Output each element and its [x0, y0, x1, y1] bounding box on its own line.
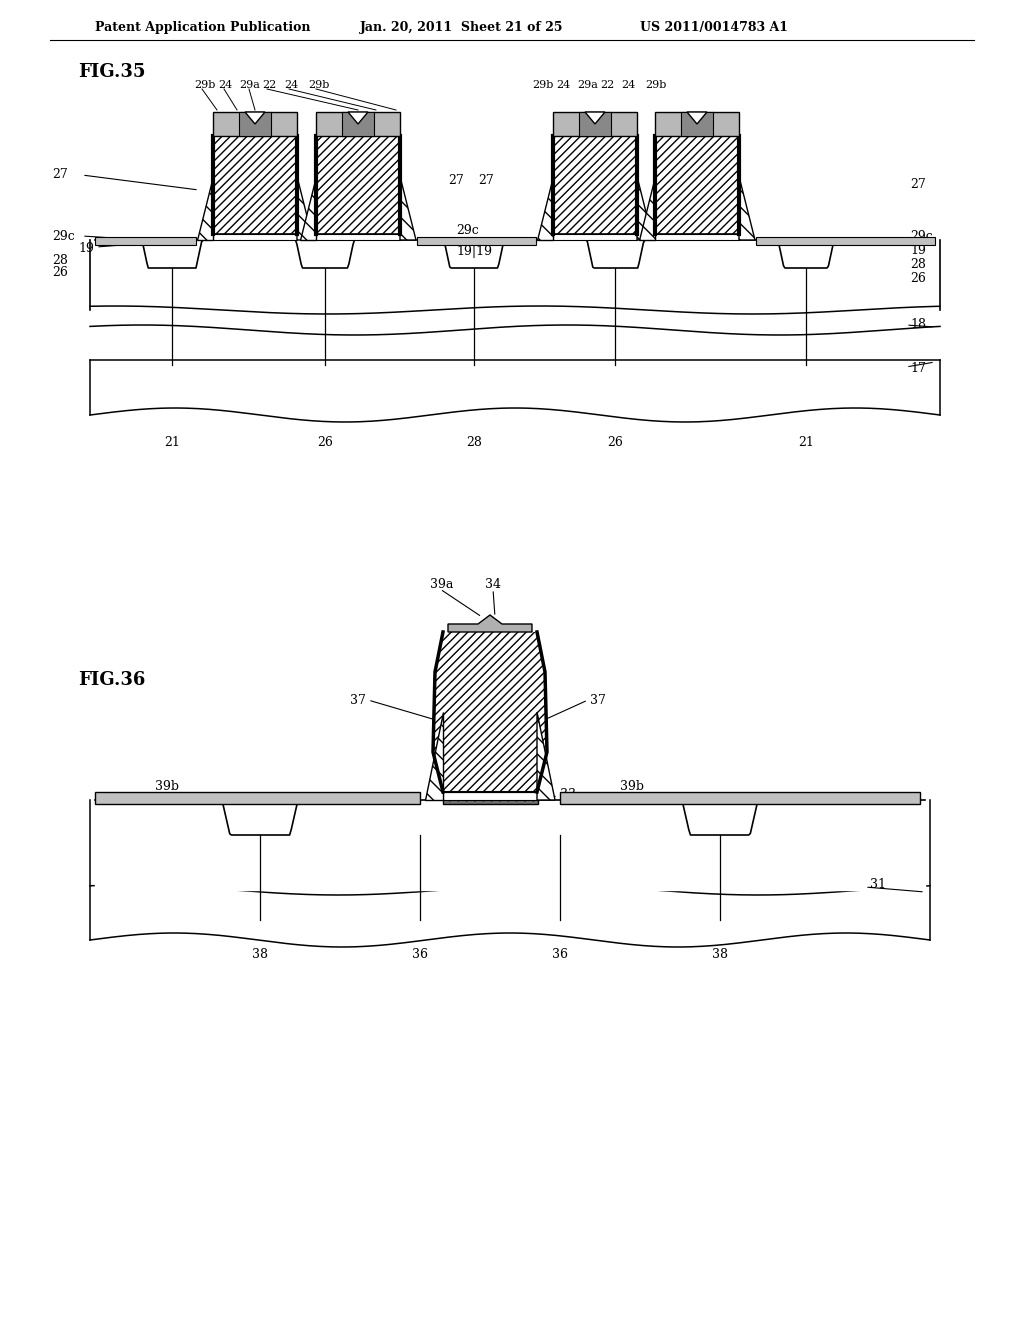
Bar: [655, 136, 739, 234]
Text: 27: 27: [52, 169, 68, 181]
Bar: [443, 792, 538, 800]
Text: 27: 27: [449, 173, 464, 186]
Polygon shape: [585, 112, 605, 124]
Bar: [213, 234, 297, 240]
Text: 28: 28: [52, 253, 68, 267]
Polygon shape: [245, 112, 265, 124]
Bar: [553, 136, 637, 234]
Text: 17: 17: [910, 362, 926, 375]
Polygon shape: [687, 112, 707, 124]
Text: 29c: 29c: [456, 223, 479, 236]
Bar: [342, 112, 374, 136]
Text: 19|19: 19|19: [456, 246, 492, 259]
Text: Patent Application Publication: Patent Application Publication: [95, 21, 310, 33]
Polygon shape: [433, 632, 547, 792]
Text: 21: 21: [164, 437, 180, 450]
Text: 29b: 29b: [532, 81, 553, 90]
Text: US 2011/0014783 A1: US 2011/0014783 A1: [640, 21, 788, 33]
Text: 24: 24: [621, 81, 635, 90]
Bar: [95, 238, 196, 246]
Polygon shape: [449, 615, 532, 632]
Text: 36: 36: [412, 949, 428, 961]
Bar: [239, 112, 271, 136]
Text: 28: 28: [910, 259, 926, 272]
Polygon shape: [425, 711, 443, 800]
Polygon shape: [639, 177, 655, 240]
Text: 34: 34: [485, 578, 501, 591]
Bar: [316, 234, 400, 240]
Text: 26: 26: [52, 267, 68, 280]
Text: 22: 22: [262, 81, 276, 90]
Text: 26: 26: [910, 272, 926, 285]
Text: 27: 27: [910, 178, 926, 191]
Text: 27: 27: [478, 173, 494, 186]
Bar: [95, 792, 420, 804]
Text: 22: 22: [600, 81, 614, 90]
Text: 26: 26: [317, 437, 333, 450]
Text: 29c: 29c: [52, 230, 75, 243]
Text: FIG.36: FIG.36: [78, 671, 145, 689]
Text: 29b: 29b: [645, 81, 667, 90]
Bar: [655, 234, 739, 240]
Polygon shape: [348, 112, 368, 124]
Polygon shape: [297, 177, 313, 240]
Polygon shape: [300, 177, 316, 240]
Text: 39b: 39b: [155, 780, 179, 793]
Text: 38: 38: [252, 949, 268, 961]
Polygon shape: [637, 177, 653, 240]
Text: 37: 37: [350, 693, 366, 706]
Text: 24: 24: [284, 81, 298, 90]
Text: 37: 37: [590, 693, 606, 706]
Polygon shape: [537, 177, 553, 240]
Text: 24: 24: [218, 81, 232, 90]
Polygon shape: [739, 177, 755, 240]
Text: 29a: 29a: [577, 81, 598, 90]
Bar: [560, 792, 920, 804]
Text: 19: 19: [78, 242, 94, 255]
Bar: [443, 792, 538, 804]
Text: 29b: 29b: [308, 81, 330, 90]
Text: 29a: 29a: [239, 81, 260, 90]
Text: 31: 31: [870, 879, 886, 891]
Polygon shape: [197, 177, 213, 240]
Bar: [681, 112, 713, 136]
Bar: [756, 238, 935, 246]
Text: 24: 24: [556, 81, 570, 90]
Text: 38: 38: [712, 949, 728, 961]
Bar: [316, 112, 400, 136]
Text: FIG.35: FIG.35: [78, 63, 145, 81]
Text: 36: 36: [552, 949, 568, 961]
Bar: [655, 112, 739, 136]
Text: 29b: 29b: [194, 81, 215, 90]
Text: 33: 33: [560, 788, 575, 801]
Text: Jan. 20, 2011  Sheet 21 of 25: Jan. 20, 2011 Sheet 21 of 25: [360, 21, 563, 33]
Bar: [553, 234, 637, 240]
Text: 19: 19: [910, 243, 926, 256]
Bar: [553, 112, 637, 136]
Text: 21: 21: [798, 437, 814, 450]
Bar: [213, 112, 297, 136]
Text: 18: 18: [910, 318, 926, 331]
Text: 28: 28: [466, 437, 482, 450]
Text: 26: 26: [607, 437, 623, 450]
Polygon shape: [400, 177, 416, 240]
Polygon shape: [537, 711, 555, 800]
Bar: [417, 238, 536, 246]
Text: 29c: 29c: [910, 231, 933, 243]
Bar: [316, 136, 400, 234]
Polygon shape: [90, 240, 940, 271]
Bar: [213, 136, 297, 234]
Text: 39a: 39a: [430, 578, 454, 591]
Bar: [579, 112, 611, 136]
Text: 39b: 39b: [620, 780, 644, 793]
